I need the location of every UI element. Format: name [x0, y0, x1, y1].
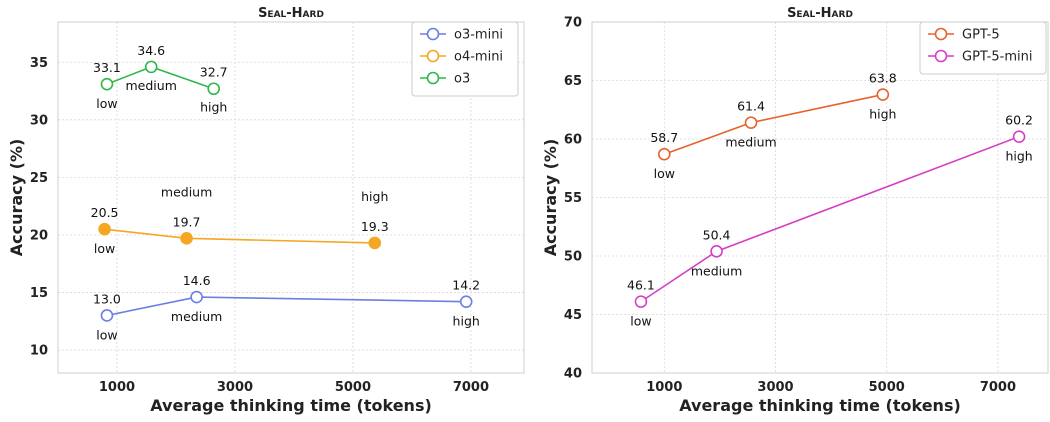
- x-tick-label: 5000: [869, 380, 905, 395]
- x-tick-label: 1000: [99, 380, 135, 395]
- series-line-o4-mini: [104, 228, 375, 244]
- data-label: 14.6: [183, 273, 211, 288]
- data-point: [657, 147, 671, 161]
- series-line-o3-mini: [106, 296, 467, 317]
- data-point: [207, 82, 221, 96]
- legend-marker: [934, 27, 948, 41]
- x-tick-label: 7000: [453, 380, 489, 395]
- legend-box: [919, 21, 1047, 75]
- effort-label: high: [453, 314, 480, 329]
- effort-label: high: [361, 189, 388, 204]
- x-axis-label: Average thinking time (tokens): [679, 396, 961, 415]
- plot-frame: [57, 21, 525, 374]
- y-tick-label: 25: [30, 171, 48, 186]
- y-tick-label: 50: [564, 250, 582, 265]
- legend-marker: [426, 49, 440, 63]
- data-point: [180, 232, 193, 245]
- effort-label: high: [1005, 149, 1032, 164]
- data-point: [100, 309, 114, 322]
- effort-label: medium: [126, 78, 177, 93]
- data-point: [634, 295, 648, 308]
- x-tick-label: 3000: [217, 380, 253, 395]
- data-point: [876, 88, 890, 101]
- x-tick-label: 1000: [646, 380, 682, 395]
- plot-frame: [591, 21, 1049, 374]
- effort-label: medium: [161, 184, 212, 199]
- x-axis-label: Average thinking time (tokens): [150, 396, 432, 415]
- chart-left: Seal-Hard 10 15 20 25 30 35 1000 3000 5000 7000 Ave…: [7, 6, 525, 415]
- y-tick-label: 30: [30, 113, 48, 128]
- y-tick-label: 35: [30, 56, 48, 71]
- data-label: 32.7: [200, 65, 228, 80]
- data-label: 60.2: [1005, 113, 1033, 128]
- chart-title: Seal-Hard: [787, 6, 853, 21]
- data-point: [1012, 130, 1026, 143]
- legend-entry: o3-mini: [454, 28, 503, 43]
- data-point: [100, 77, 114, 91]
- data-label: 46.1: [627, 278, 655, 293]
- y-tick-label: 60: [564, 133, 582, 148]
- effort-label: low: [654, 166, 675, 181]
- data-point: [98, 222, 111, 236]
- legend-entry: o3: [454, 72, 470, 87]
- effort-label: medium: [171, 309, 222, 324]
- x-tick-label: 5000: [335, 380, 371, 395]
- x-tick-label: 3000: [757, 380, 793, 395]
- effort-label: high: [869, 107, 896, 122]
- data-label: 33.1: [93, 60, 121, 75]
- data-point: [368, 236, 382, 250]
- data-label: 63.8: [869, 71, 897, 86]
- data-point: [710, 245, 723, 258]
- effort-label: low: [94, 241, 115, 256]
- legend-entry: GPT-5: [962, 28, 1000, 43]
- legend-entry: o4-mini: [454, 50, 503, 65]
- data-point: [459, 295, 473, 308]
- data-label: 50.4: [703, 227, 731, 242]
- data-label: 58.7: [650, 130, 678, 145]
- y-tick-label: 10: [30, 343, 48, 358]
- data-label: 14.2: [452, 278, 480, 293]
- data-label: 34.6: [137, 43, 165, 58]
- legend-marker: [426, 71, 440, 85]
- chart-right: Seal-Hard 40 45 50 55 60 65 70 1000 3000 5000 7000 A…: [541, 6, 1049, 415]
- data-label: 19.7: [173, 214, 201, 229]
- data-point: [744, 116, 758, 129]
- effort-label: medium: [725, 135, 776, 150]
- data-label: 19.3: [361, 219, 389, 234]
- legend-marker: [426, 27, 440, 41]
- data-point: [190, 290, 203, 304]
- chart-title: Seal-Hard: [258, 6, 324, 21]
- data-label: 20.5: [91, 205, 119, 220]
- data-point: [144, 60, 158, 74]
- y-tick-label: 65: [564, 74, 582, 89]
- y-tick-label: 70: [564, 16, 582, 31]
- effort-label: high: [200, 100, 227, 115]
- effort-label: medium: [691, 263, 742, 278]
- legend-entry: GPT-5-mini: [962, 50, 1032, 65]
- y-tick-label: 15: [30, 286, 48, 301]
- data-label: 61.4: [737, 99, 765, 114]
- legend-marker: [934, 49, 948, 63]
- y-tick-label: 55: [564, 191, 582, 206]
- y-tick-label: 45: [564, 308, 582, 323]
- y-axis-label: Accuracy (%): [541, 139, 560, 257]
- y-tick-label: 40: [564, 367, 582, 382]
- x-tick-label: 7000: [980, 380, 1016, 395]
- effort-label: low: [630, 314, 651, 329]
- data-label: 13.0: [93, 291, 121, 306]
- effort-label: low: [96, 327, 117, 342]
- y-axis-label: Accuracy (%): [7, 139, 26, 257]
- y-tick-label: 20: [30, 228, 48, 243]
- effort-label: low: [96, 96, 117, 111]
